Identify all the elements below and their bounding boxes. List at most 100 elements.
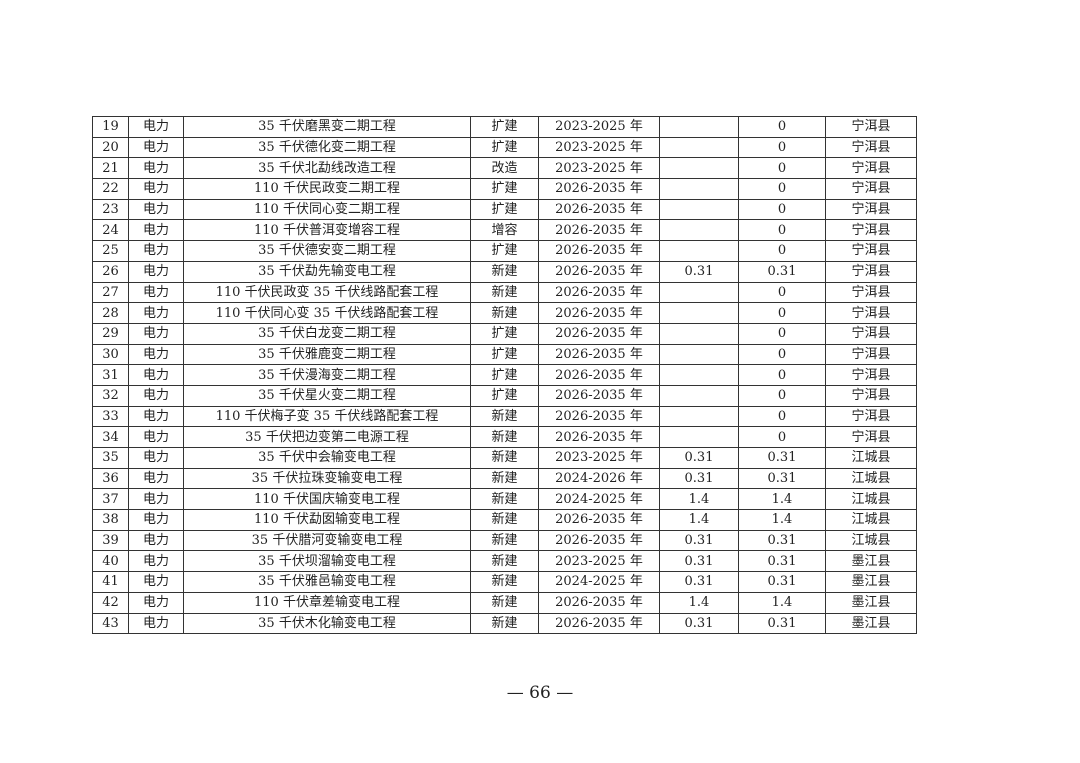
cell-value-a [659, 136, 739, 159]
cell-project-name: 35 千伏坝溜输变电工程 [183, 550, 471, 573]
cell-value-b: 0 [738, 157, 826, 180]
cell-construction-type: 改造 [470, 157, 539, 180]
cell-row-index: 39 [92, 529, 129, 552]
cell-construction-type: 新建 [470, 488, 539, 511]
cell-row-index: 26 [92, 260, 129, 283]
cell-industry: 电力 [128, 240, 184, 262]
cell-project-name: 35 千伏北勐线改造工程 [183, 157, 471, 180]
cell-row-index: 23 [92, 198, 129, 221]
cell-project-name: 110 千伏同心变二期工程 [183, 198, 471, 221]
cell-value-b: 0 [738, 343, 826, 366]
cell-value-a [659, 281, 739, 304]
cell-industry: 电力 [128, 488, 184, 511]
cell-row-index: 19 [92, 116, 129, 138]
table-row: 34 电力 35 千伏把边变第二电源工程 新建 2026-2035 年 0 宁洱县 [92, 426, 917, 448]
table-row: 43 电力 35 千伏木化输变电工程 新建 2026-2035 年 0.31 0.31 墨江县 [92, 612, 917, 635]
cell-value-a [659, 240, 739, 262]
cell-period: 2026-2035 年 [538, 343, 660, 366]
cell-period: 2023-2025 年 [538, 116, 660, 138]
cell-industry: 电力 [128, 136, 184, 159]
cell-county: 宁洱县 [825, 260, 917, 283]
cell-construction-type: 新建 [470, 529, 539, 552]
cell-row-index: 32 [92, 384, 129, 407]
cell-period: 2026-2035 年 [538, 612, 660, 635]
cell-period: 2023-2025 年 [538, 136, 660, 159]
project-table: 19 电力 35 千伏磨黑变二期工程 扩建 2023-2025 年 0 宁洱县 20 电力 35 … [92, 116, 917, 635]
table-row: 35 电力 35 千伏中会输变电工程 新建 2023-2025 年 0.31 0.31 江城县 [92, 447, 917, 469]
cell-construction-type: 扩建 [470, 136, 539, 159]
page-number: — 66 — [506, 683, 574, 703]
cell-construction-type: 新建 [470, 426, 539, 448]
cell-county: 宁洱县 [825, 426, 917, 448]
cell-period: 2026-2035 年 [538, 384, 660, 407]
cell-project-name: 35 千伏木化输变电工程 [183, 612, 471, 635]
cell-row-index: 29 [92, 322, 129, 345]
cell-industry: 电力 [128, 219, 184, 242]
cell-industry: 电力 [128, 571, 184, 593]
cell-construction-type: 增容 [470, 219, 539, 242]
table-row: 37 电力 110 千伏国庆输变电工程 新建 2024-2025 年 1.4 1.4 江城县 [92, 488, 917, 511]
cell-row-index: 20 [92, 136, 129, 159]
cell-value-a [659, 219, 739, 242]
cell-county: 宁洱县 [825, 157, 917, 180]
cell-row-index: 42 [92, 591, 129, 614]
cell-construction-type: 扩建 [470, 343, 539, 366]
cell-construction-type: 扩建 [470, 384, 539, 407]
cell-value-b: 0.31 [738, 550, 826, 573]
cell-county: 宁洱县 [825, 364, 917, 386]
cell-county: 宁洱县 [825, 405, 917, 428]
cell-industry: 电力 [128, 426, 184, 448]
cell-county: 宁洱县 [825, 302, 917, 324]
cell-value-b: 0 [738, 405, 826, 428]
table-row: 42 电力 110 千伏章差输变电工程 新建 2026-2035 年 1.4 1.4 墨江县 [92, 591, 917, 614]
table-body: 19 电力 35 千伏磨黑变二期工程 扩建 2023-2025 年 0 宁洱县 20 电力 35 … [92, 116, 917, 635]
cell-county: 江城县 [825, 488, 917, 511]
cell-construction-type: 新建 [470, 571, 539, 593]
cell-industry: 电力 [128, 260, 184, 283]
cell-industry: 电力 [128, 302, 184, 324]
cell-construction-type: 新建 [470, 260, 539, 283]
cell-value-b: 0.31 [738, 447, 826, 469]
cell-industry: 电力 [128, 343, 184, 366]
cell-industry: 电力 [128, 612, 184, 635]
cell-value-b: 0 [738, 322, 826, 345]
table-row: 32 电力 35 千伏星火变二期工程 扩建 2026-2035 年 0 宁洱县 [92, 384, 917, 407]
cell-period: 2026-2035 年 [538, 405, 660, 428]
cell-county: 宁洱县 [825, 219, 917, 242]
cell-period: 2026-2035 年 [538, 178, 660, 200]
cell-county: 江城县 [825, 447, 917, 469]
cell-construction-type: 扩建 [470, 198, 539, 221]
cell-period: 2026-2035 年 [538, 322, 660, 345]
cell-county: 宁洱县 [825, 322, 917, 345]
table-row: 40 电力 35 千伏坝溜输变电工程 新建 2023-2025 年 0.31 0.31 墨江县 [92, 550, 917, 573]
cell-period: 2026-2035 年 [538, 302, 660, 324]
cell-county: 江城县 [825, 529, 917, 552]
cell-value-b: 0.31 [738, 529, 826, 552]
table-row: 23 电力 110 千伏同心变二期工程 扩建 2026-2035 年 0 宁洱县 [92, 198, 917, 221]
cell-construction-type: 扩建 [470, 240, 539, 262]
cell-row-index: 21 [92, 157, 129, 180]
cell-industry: 电力 [128, 157, 184, 180]
cell-period: 2026-2035 年 [538, 260, 660, 283]
cell-value-b: 0 [738, 198, 826, 221]
table-row: 29 电力 35 千伏白龙变二期工程 扩建 2026-2035 年 0 宁洱县 [92, 322, 917, 345]
cell-row-index: 28 [92, 302, 129, 324]
cell-value-a: 0.31 [659, 447, 739, 469]
cell-row-index: 43 [92, 612, 129, 635]
cell-industry: 电力 [128, 281, 184, 304]
cell-row-index: 33 [92, 405, 129, 428]
cell-industry: 电力 [128, 116, 184, 138]
cell-value-b: 0 [738, 136, 826, 159]
cell-county: 江城县 [825, 467, 917, 490]
cell-industry: 电力 [128, 384, 184, 407]
cell-industry: 电力 [128, 550, 184, 573]
cell-industry: 电力 [128, 322, 184, 345]
cell-county: 墨江县 [825, 550, 917, 573]
cell-project-name: 35 千伏把边变第二电源工程 [183, 426, 471, 448]
cell-industry: 电力 [128, 529, 184, 552]
cell-value-b: 0 [738, 302, 826, 324]
cell-project-name: 110 千伏勐囡输变电工程 [183, 509, 471, 531]
cell-value-a [659, 364, 739, 386]
table-row: 25 电力 35 千伏德安变二期工程 扩建 2026-2035 年 0 宁洱县 [92, 240, 917, 262]
